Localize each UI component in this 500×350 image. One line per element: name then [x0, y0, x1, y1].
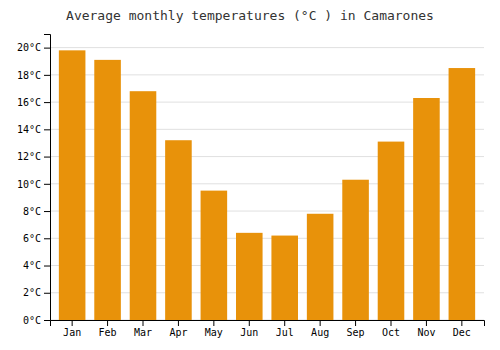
- tick: May: [205, 320, 223, 338]
- tick-label: Jan: [63, 327, 81, 338]
- tick: Jul: [276, 320, 294, 338]
- tick: 12°C: [17, 151, 50, 162]
- tick-label: 20°C: [17, 42, 41, 53]
- tick: Sep: [347, 320, 365, 338]
- tick-mark: [461, 320, 462, 326]
- bar: [342, 180, 369, 320]
- bar: [236, 233, 263, 320]
- tick-label: Jun: [240, 327, 258, 338]
- tick-label: Jul: [276, 327, 294, 338]
- tick: 0°C: [23, 315, 50, 326]
- y-axis: 0°C 2°C 4°C 6°C 8°C 10°C 12°C 14°C 16°C 18°C 20°C: [17, 35, 51, 326]
- tick-mark: [44, 266, 50, 267]
- title: Average monthly temperatures (°C ) in Ca…: [66, 8, 434, 23]
- tick: 4°C: [23, 260, 50, 271]
- bars: [59, 50, 475, 320]
- bar: [307, 214, 334, 320]
- tick-label: Dec: [453, 327, 471, 338]
- tick-mark: [107, 320, 108, 326]
- tick: Dec: [453, 320, 471, 338]
- plot: Jan Feb Mar Apr May Jun Jul Aug Sep Oct Nov Dec 0°C 2…: [17, 35, 485, 339]
- tick-mark: [284, 320, 285, 326]
- tick-mark: [44, 75, 50, 76]
- tick-mark: [72, 320, 73, 326]
- tick-mark: [213, 320, 214, 326]
- tick: Feb: [99, 320, 117, 338]
- tick: 20°C: [17, 42, 50, 53]
- tick: Oct: [382, 320, 400, 338]
- tick-mark: [178, 320, 179, 326]
- tick-label: 18°C: [17, 70, 41, 81]
- tick-label: 4°C: [23, 260, 41, 271]
- tick-label: 12°C: [17, 151, 41, 162]
- tick-label: Oct: [382, 327, 400, 338]
- tick-mark: [44, 102, 50, 103]
- tick-mark: [44, 157, 50, 158]
- tick-mark: [44, 184, 50, 185]
- tick-label: Sep: [347, 327, 365, 338]
- tick: 8°C: [23, 206, 50, 217]
- tick: 16°C: [17, 97, 50, 108]
- axis-line: [51, 321, 485, 327]
- bar: [413, 98, 440, 320]
- tick-label: 6°C: [23, 233, 41, 244]
- tick-label: Nov: [417, 327, 435, 338]
- tick: 10°C: [17, 179, 50, 190]
- bar: [201, 191, 228, 320]
- tick-label: 8°C: [23, 206, 41, 217]
- tick-mark: [249, 320, 250, 326]
- tick-mark: [391, 320, 392, 326]
- tick-label: 16°C: [17, 97, 41, 108]
- tick-label: Feb: [99, 327, 117, 338]
- grid: [50, 48, 484, 320]
- grid-line: [50, 47, 484, 48]
- tick-mark: [143, 320, 144, 326]
- bar: [378, 142, 405, 320]
- tick-label: 14°C: [17, 124, 41, 135]
- tick-mark: [320, 320, 321, 326]
- bar: [130, 91, 157, 320]
- tick-mark: [44, 211, 50, 212]
- tick-mark: [44, 48, 50, 49]
- axis-line: [44, 35, 51, 321]
- x-axis: Jan Feb Mar Apr May Jun Jul Aug Sep Oct Nov Dec: [51, 320, 485, 338]
- tick-mark: [355, 320, 356, 326]
- bar: [271, 236, 298, 320]
- bar: [59, 50, 86, 320]
- tick-mark: [44, 293, 50, 294]
- chart: Jan Feb Mar Apr May Jun Jul Aug Sep Oct Nov Dec 0°C 2…: [0, 0, 500, 350]
- tick: 18°C: [17, 70, 50, 81]
- tick-label: 2°C: [23, 287, 41, 298]
- tick: 6°C: [23, 233, 50, 244]
- tick-mark: [44, 129, 50, 130]
- tick-label: Aug: [311, 327, 329, 338]
- tick: Mar: [134, 320, 152, 338]
- tick-label: 0°C: [23, 315, 41, 326]
- tick-label: May: [205, 327, 223, 338]
- tick: 2°C: [23, 287, 50, 298]
- tick: Nov: [417, 320, 435, 338]
- tick: 14°C: [17, 124, 50, 135]
- tick: Jun: [240, 320, 258, 338]
- tick-label: Mar: [134, 327, 152, 338]
- tick-label: Apr: [169, 327, 187, 338]
- bar: [94, 60, 121, 320]
- bar: [165, 140, 192, 320]
- tick-mark: [426, 320, 427, 326]
- tick: Jan: [63, 320, 81, 338]
- tick: Apr: [169, 320, 187, 338]
- tick-mark: [44, 320, 50, 321]
- tick-label: 10°C: [17, 179, 41, 190]
- tick-mark: [44, 238, 50, 239]
- bar: [449, 68, 476, 320]
- tick: Aug: [311, 320, 329, 338]
